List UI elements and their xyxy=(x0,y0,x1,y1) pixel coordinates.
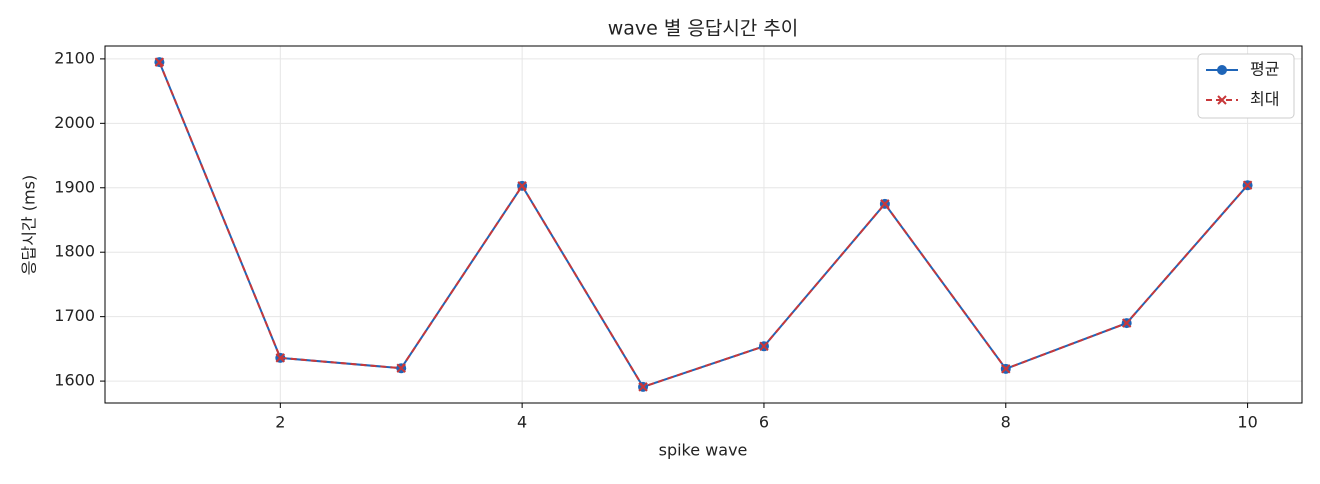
plot-frame xyxy=(104,45,1303,404)
y-axis-label: 응답시간 (ms) xyxy=(20,175,39,275)
point xyxy=(517,181,527,191)
point xyxy=(396,363,406,373)
point xyxy=(1001,364,1011,374)
y-tick-label: 1800 xyxy=(54,242,95,261)
x-tick-label: 8 xyxy=(1001,413,1011,432)
y-tick-label: 1700 xyxy=(54,306,95,325)
legend-label: 평균 xyxy=(1250,60,1279,79)
y-tick-label: 1900 xyxy=(54,177,95,196)
y-tick-label: 1600 xyxy=(54,371,95,390)
x-axis-label: spike wave xyxy=(659,441,748,460)
x-tick-label: 10 xyxy=(1237,413,1257,432)
x-tick-label: 2 xyxy=(275,413,285,432)
y-tick-label: 2000 xyxy=(54,113,95,132)
point xyxy=(880,199,890,209)
x-tick-label: 6 xyxy=(759,413,769,432)
point xyxy=(759,341,769,351)
point xyxy=(275,353,286,363)
point xyxy=(638,382,648,392)
legend-box xyxy=(1197,53,1295,119)
series-line xyxy=(158,61,1249,389)
legend-label: 최대 xyxy=(1250,90,1279,109)
point xyxy=(1242,180,1253,190)
y-tick-label: 2100 xyxy=(54,48,95,67)
point xyxy=(1121,318,1132,328)
legend-marker xyxy=(1217,95,1227,105)
point xyxy=(154,57,165,67)
x-tick-label: 4 xyxy=(517,413,527,432)
legend-marker xyxy=(1217,65,1227,75)
chart-title: wave 별 응답시간 추이 xyxy=(608,18,799,40)
